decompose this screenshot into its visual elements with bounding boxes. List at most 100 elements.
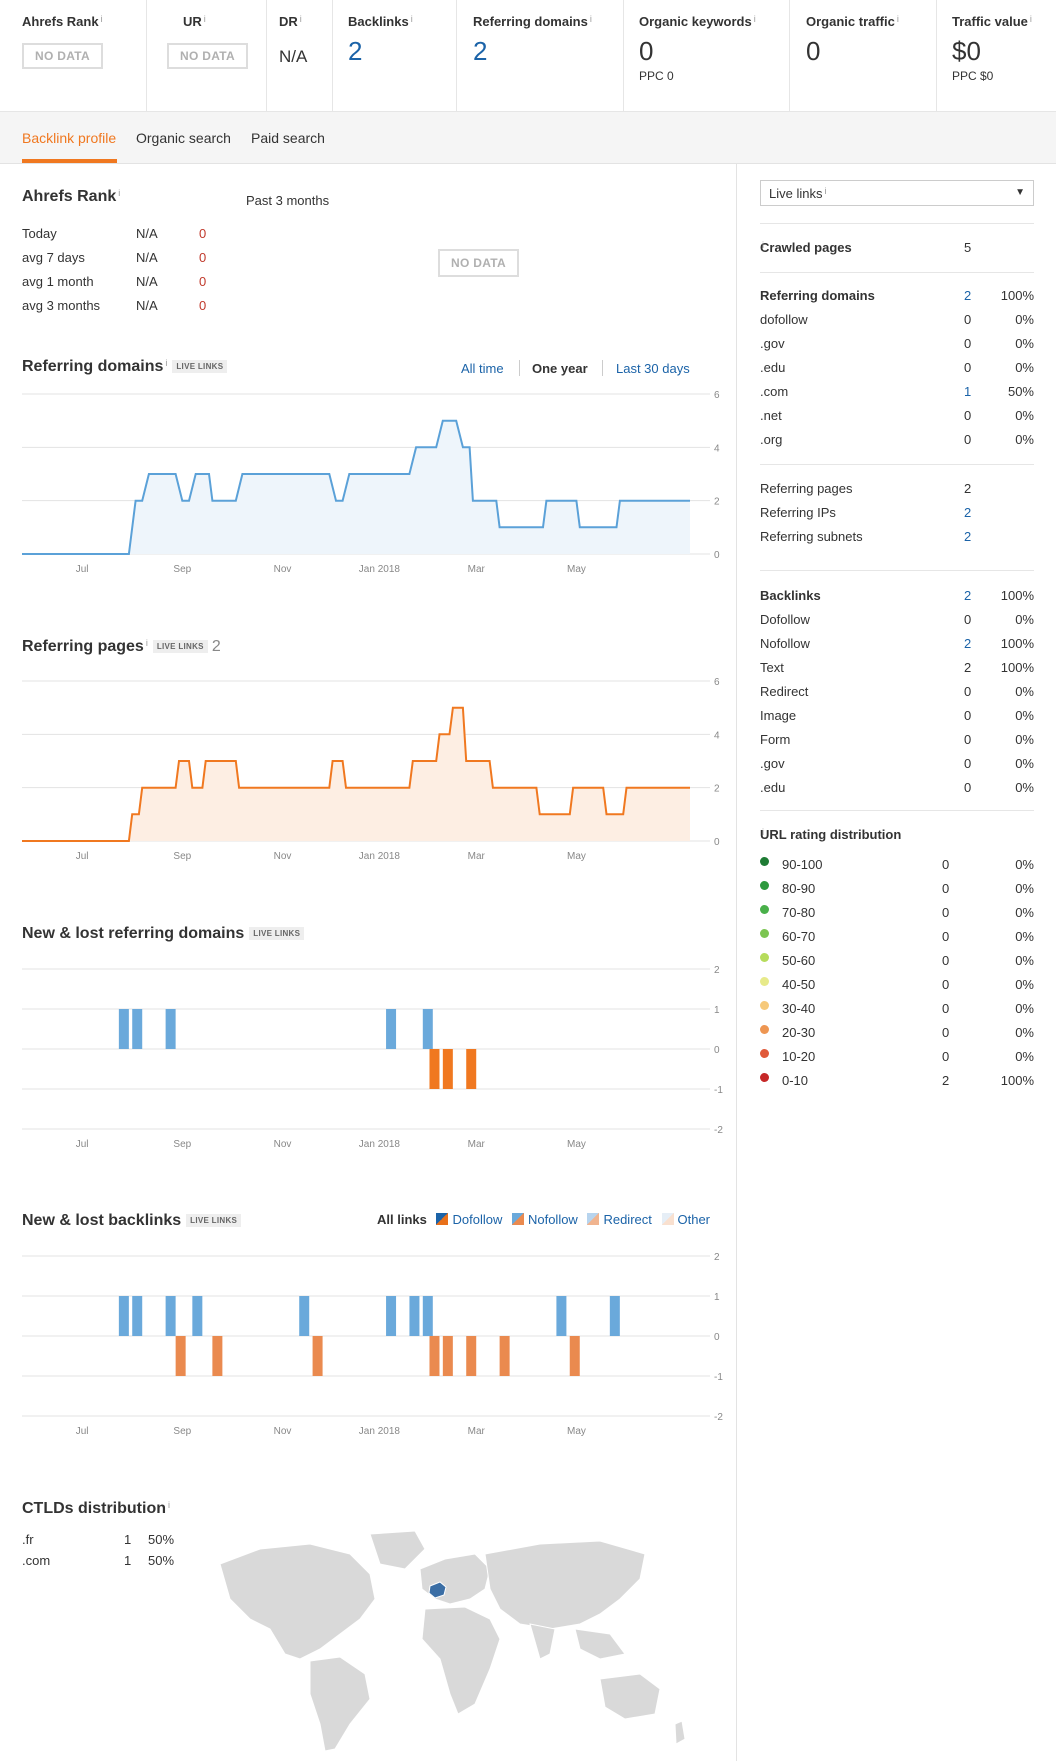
legend-swatch [587,1213,600,1225]
legend-redirect[interactable]: Redirect [603,1212,652,1227]
map-france-highlight [428,1581,447,1599]
lost-bar [429,1336,440,1376]
report-tabs: Backlink profile Organic search Paid sea… [0,112,1056,164]
info-icon[interactable]: i [100,14,103,24]
rank-period: avg 3 months [22,298,101,313]
info-icon[interactable]: i [299,14,302,24]
legend-swatch [661,1213,674,1225]
info-icon[interactable]: i [589,14,592,24]
tab-backlink-profile[interactable]: Backlink profile [22,130,117,146]
tab-paid-search[interactable]: Paid search [251,130,325,146]
metric-label: Referring domains [473,14,588,29]
info-icon[interactable]: i [165,358,168,368]
world-map [219,1530,686,1752]
stat-label: Image [760,708,797,723]
lost-bar [442,1336,453,1376]
metric-value[interactable]: 2 [348,36,363,66]
metric-backlinks: Backlinks i 2 [333,0,457,111]
rating-dot-icon [760,1001,769,1010]
info-icon[interactable]: i [167,1500,170,1510]
stat-percent: 0% [1015,929,1034,944]
stat-value[interactable]: 2 [964,505,972,520]
x-tick-label: Mar [468,851,486,862]
rank-change: 0 [199,250,207,265]
info-icon[interactable]: i [762,240,764,250]
stat-row: 30-40 0 0% [760,1001,1034,1025]
stat-value[interactable]: 2 [964,288,972,303]
active-tab-indicator [22,159,117,163]
range-all-time[interactable]: All time [461,361,504,376]
stat-percent: 0% [1015,408,1034,423]
legend-all-links[interactable]: All links [377,1212,427,1227]
lost-bar [466,1336,477,1376]
metric-traffic-value: Traffic value i $0 PPC $0 [937,0,1056,111]
stat-percent: 0% [1015,708,1034,723]
stat-label: Nofollow [760,636,810,651]
past-period-label: Past 3 months [246,193,330,208]
metric-sub: PPC 0 [639,69,674,83]
info-icon[interactable]: i [753,14,756,24]
metric-value: N/A [279,47,308,66]
stat-row: Nofollow 2 100% [760,636,1034,660]
stat-label: Form [760,732,791,747]
referring-pages-count: 2 [211,638,221,655]
new-lost-domains-chart: 2 1 0 -1 -2 Jul Sep Nov Jan 2018 Mar May [22,965,723,1150]
map-south-america [309,1656,371,1752]
info-icon[interactable]: i [824,186,827,196]
legend-other[interactable]: Other [677,1212,711,1227]
info-icon[interactable]: i [410,14,413,24]
legend-swatch [511,1213,524,1225]
stat-label: .gov [760,336,785,351]
range-last-30-days[interactable]: Last 30 days [616,361,690,376]
legend-dofollow[interactable]: Dofollow [452,1212,503,1227]
stat-value[interactable]: 2 [964,529,972,544]
stat-value[interactable]: 1 [964,384,972,399]
x-tick-label: Nov [274,1426,292,1437]
tab-organic-search[interactable]: Organic search [136,130,231,146]
stat-percent: 100% [1000,660,1034,675]
map-australia [599,1673,661,1720]
stat-value: 5 [964,240,972,255]
link-type-legend: All links Dofollow Nofollow Redirect Oth… [377,1212,710,1230]
metric-value[interactable]: 2 [473,36,488,66]
referring-misc-stats: Referring pages 2 Referring IPs 2 Referring … [760,481,1034,553]
section-title-text: New & lost referring domains [22,925,245,942]
stat-value[interactable]: 2 [964,588,972,603]
y-tick-label: 1 [714,1005,720,1016]
no-data-badge: NO DATA [438,249,519,277]
legend-nofollow[interactable]: Nofollow [527,1212,578,1227]
info-icon[interactable]: i [145,638,148,648]
info-icon[interactable]: i [118,188,121,198]
lost-bar [429,1049,440,1089]
stat-value: 0 [942,1025,950,1040]
new-bar [132,1009,143,1049]
stat-label: 30-40 [782,1001,816,1016]
x-tick-label: Nov [274,564,292,575]
section-title-text: Referring pages [22,638,144,655]
stat-label: 10-20 [782,1049,816,1064]
stat-value: 0 [964,408,972,423]
stat-label: .org [760,432,783,447]
live-links-badge: LIVE LINKS [172,360,228,374]
legend-swatch [436,1213,449,1225]
divider [760,223,1034,224]
stat-row: dofollow 0 0% [760,312,1034,336]
ctlds-title: CTLDs distribution i [22,1500,170,1518]
metric-label: Traffic value [952,14,1028,29]
stat-label: 80-90 [782,881,816,896]
stat-row: Image 0 0% [760,708,1034,732]
info-icon[interactable]: i [1029,14,1032,24]
stat-value[interactable]: 2 [964,636,972,651]
info-icon[interactable]: i [203,14,206,24]
info-icon[interactable]: i [896,14,899,24]
rating-dot-icon [760,881,769,890]
info-icon[interactable]: i [762,827,764,837]
range-one-year[interactable]: One year [532,361,588,376]
ctld-pct: 50% [148,1532,175,1547]
y-tick-label: 4 [714,730,720,741]
ctld-name: .com [22,1553,51,1568]
stat-value: 0 [942,977,950,992]
lost-bar [212,1336,223,1376]
link-status-select[interactable]: Live links i ▼ [760,180,1034,206]
new-bar [165,1009,176,1049]
